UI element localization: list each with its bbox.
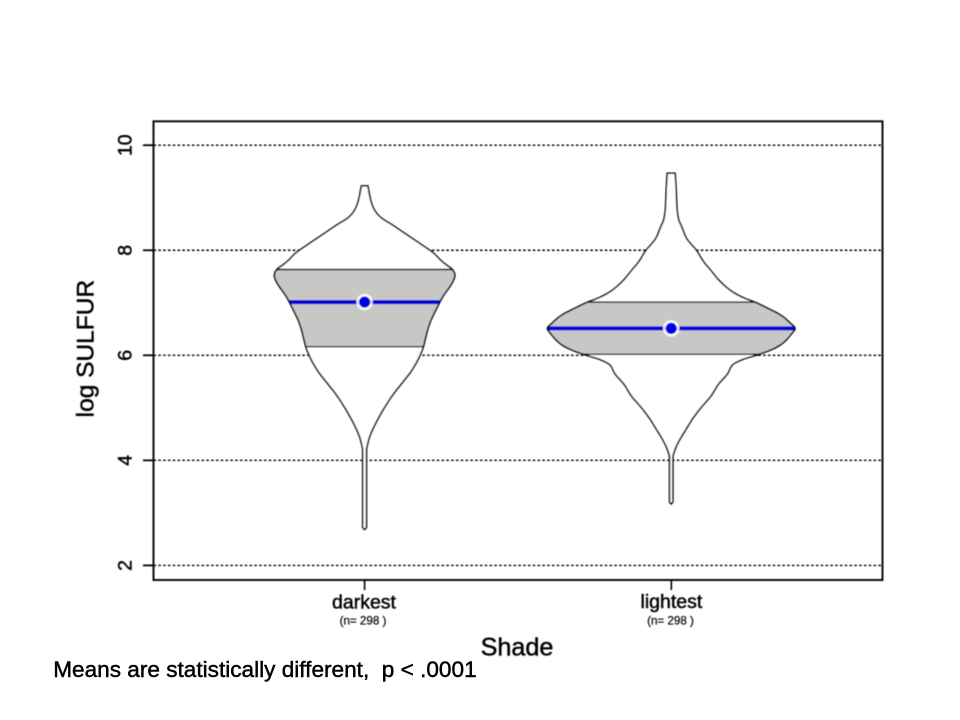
svg-text:Shade: Shade: [481, 634, 554, 662]
svg-text:log SULFUR: log SULFUR: [73, 280, 100, 418]
svg-text:8: 8: [115, 245, 137, 256]
svg-text:darkest: darkest: [332, 592, 397, 614]
svg-text:10: 10: [115, 134, 137, 156]
svg-text:(n= 298 ): (n= 298 ): [647, 615, 694, 628]
svg-text:lightest: lightest: [641, 591, 703, 613]
svg-text:2: 2: [115, 560, 137, 571]
svg-text:4: 4: [115, 455, 137, 466]
svg-text:Means are statistically differ: Means are statistically different, p < .…: [53, 657, 476, 682]
svg-text:6: 6: [115, 350, 137, 361]
svg-text:(n= 298 ): (n= 298 ): [340, 615, 387, 628]
